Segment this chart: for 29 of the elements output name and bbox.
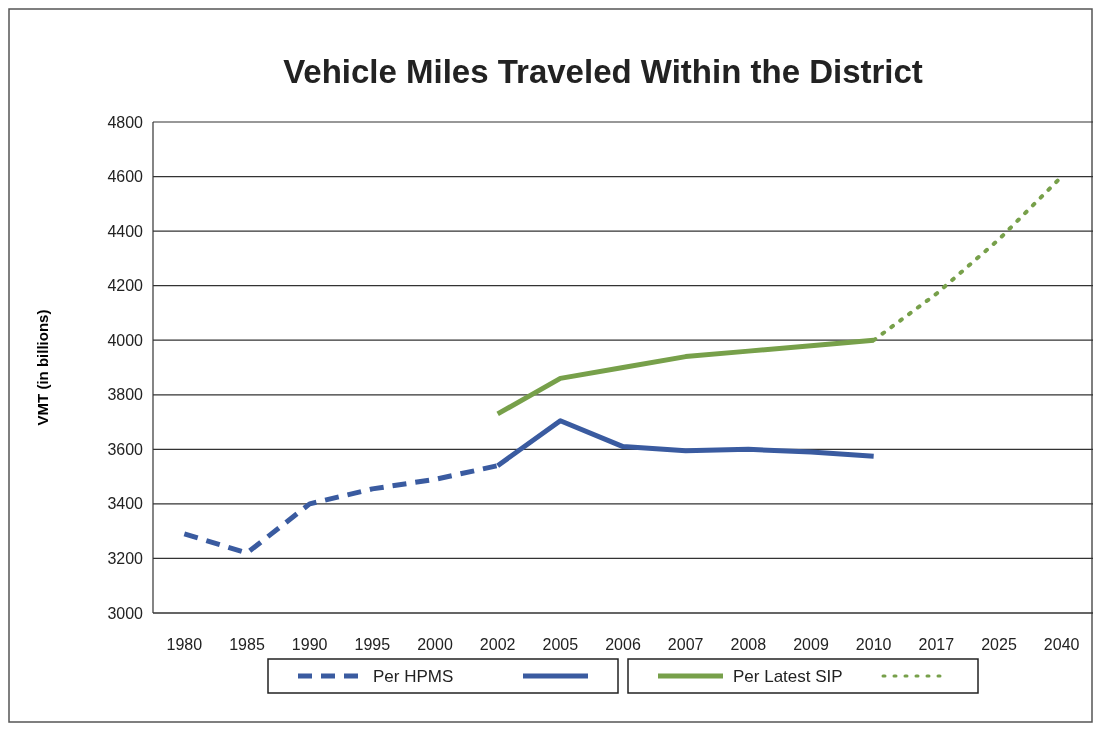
y-tick-label: 3600 (107, 440, 144, 458)
y-tick-label: 4400 (107, 222, 144, 240)
y-tick-label: 4800 (107, 113, 144, 131)
y-tick-label: 3000 (107, 604, 144, 622)
x-tick-label: 1995 (354, 636, 391, 653)
y-tick-label: 4000 (107, 331, 144, 349)
y-tick-label: 4200 (107, 277, 144, 295)
x-tick-label: 2010 (855, 636, 892, 653)
x-tick-label: 2002 (479, 636, 516, 653)
legend-label: Per Latest SIP (733, 666, 843, 686)
y-axis-title: VMT (in billions) (34, 309, 51, 426)
y-tick-label: 4600 (107, 168, 144, 186)
y-tick-label: 3200 (107, 550, 144, 568)
legend-label: Per HPMS (373, 666, 454, 686)
x-tick-label: 2000 (417, 636, 453, 653)
x-tick-label: 2009 (793, 636, 829, 653)
chart-title: Vehicle Miles Traveled Within the District (283, 53, 923, 90)
x-tick-label: 1990 (291, 636, 328, 653)
x-tick-label: 2040 (1043, 636, 1080, 653)
y-tick-label: 3400 (107, 495, 144, 513)
x-tick-label: 1980 (166, 636, 203, 653)
x-tick-label: 1985 (229, 636, 265, 653)
x-tick-label: 2008 (730, 636, 767, 653)
y-tick-label: 3800 (107, 386, 144, 404)
x-tick-label: 2006 (605, 636, 641, 653)
x-tick-label: 2005 (542, 636, 579, 653)
x-tick-label: 2017 (918, 636, 955, 653)
x-tick-label: 2007 (667, 636, 704, 653)
x-tick-label: 2025 (981, 636, 1017, 653)
